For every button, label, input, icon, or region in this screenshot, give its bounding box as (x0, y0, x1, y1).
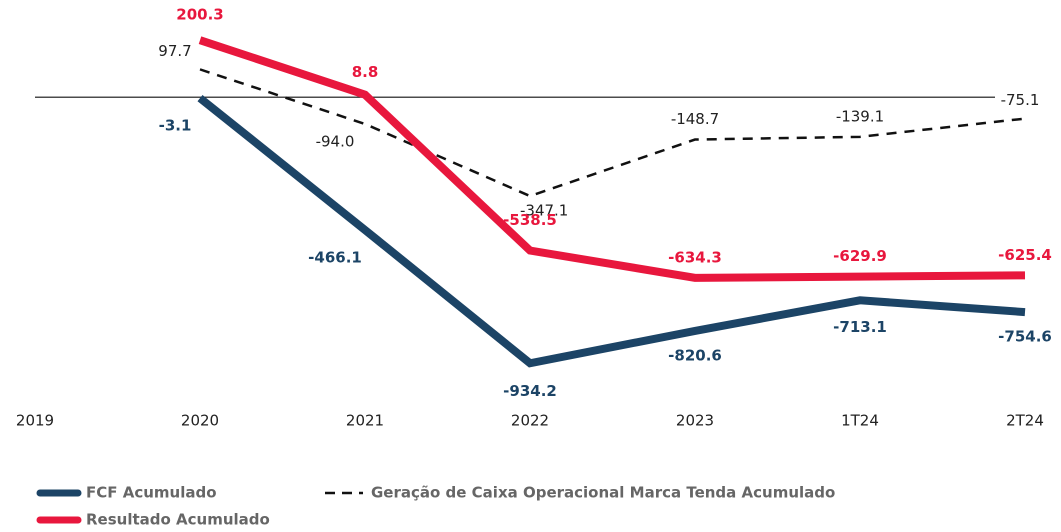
data-label: -625.4 (998, 246, 1052, 264)
data-label: -820.6 (668, 346, 722, 364)
series-line (199, 68, 1026, 198)
legend-label: Resultado Acumulado (86, 511, 270, 529)
x-tick-label: 2023 (676, 412, 714, 430)
data-label: -754.6 (998, 328, 1052, 346)
series-line (197, 94, 1026, 368)
data-label: -3.1 (159, 117, 192, 135)
data-label: -75.1 (1001, 91, 1040, 109)
data-label: 8.8 (352, 63, 379, 81)
data-label: -629.9 (833, 247, 887, 265)
x-tick-label: 2021 (346, 412, 384, 430)
legend-label: FCF Acumulado (86, 484, 217, 502)
data-label: -148.7 (671, 110, 719, 128)
x-tick-label: 2019 (16, 412, 54, 430)
data-label: -466.1 (308, 248, 362, 266)
data-label: -934.2 (503, 382, 557, 400)
series-line (198, 36, 1026, 282)
data-label: 200.3 (176, 6, 223, 24)
data-label: 97.7 (158, 42, 191, 60)
x-tick-label: 2T24 (1006, 412, 1044, 430)
data-label: -538.5 (503, 211, 557, 229)
x-tick-label: 2022 (511, 412, 549, 430)
x-tick-label: 2020 (181, 412, 219, 430)
data-label: -634.3 (668, 248, 722, 266)
x-tick-label: 1T24 (841, 412, 879, 430)
data-label: -713.1 (833, 318, 887, 336)
data-label: -139.1 (836, 107, 884, 125)
data-label: -94.0 (316, 132, 355, 150)
legend-label: Geração de Caixa Operacional Marca Tenda… (371, 484, 835, 502)
data-label: -347.1 (520, 202, 568, 220)
